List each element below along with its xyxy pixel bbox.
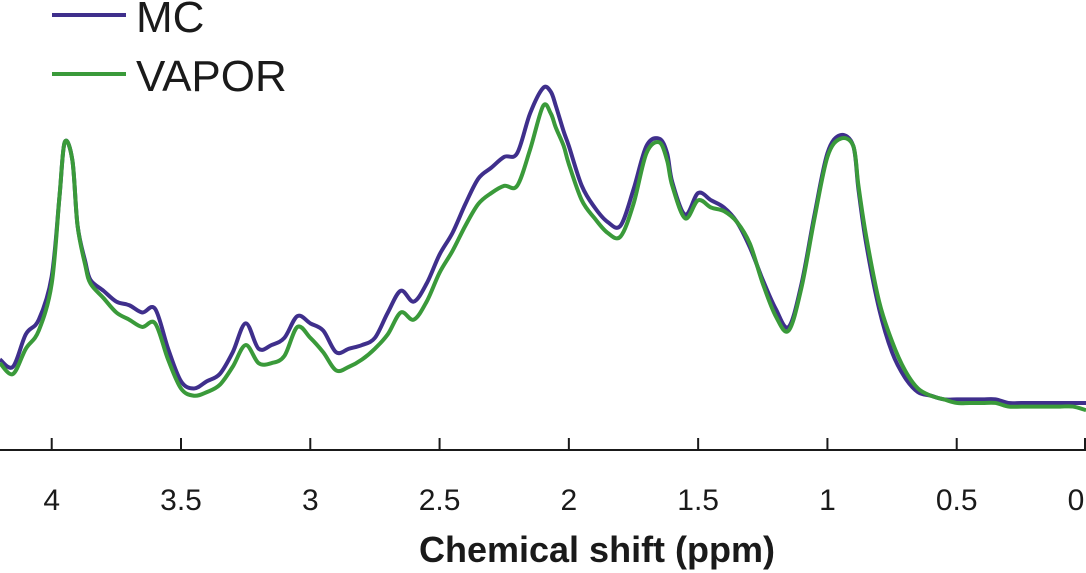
series-line-mc <box>0 84 1086 406</box>
series-layer <box>0 84 1086 413</box>
x-tick-label: 4 <box>43 484 60 517</box>
x-tick-label: 3.5 <box>160 484 202 517</box>
legend-label-mc: MC <box>136 0 204 42</box>
x-tick-label: 3 <box>302 484 319 517</box>
x-tick-label: 1 <box>819 484 836 517</box>
x-tick-label: 0 <box>1068 484 1085 517</box>
x-axis-label: Chemical shift (ppm) <box>419 529 775 570</box>
x-ticks: 4 3.5 3 2.5 2 1.5 1 0.5 0 <box>43 438 1086 517</box>
x-tick-label: 1.5 <box>677 484 719 517</box>
x-tick-label: 0.5 <box>936 484 978 517</box>
series-line-vapor <box>0 102 1086 413</box>
legend: MC VAPOR <box>52 0 287 101</box>
x-tick-label: 2.5 <box>419 484 461 517</box>
legend-label-vapor: VAPOR <box>136 52 287 101</box>
x-tick-label: 2 <box>561 484 578 517</box>
